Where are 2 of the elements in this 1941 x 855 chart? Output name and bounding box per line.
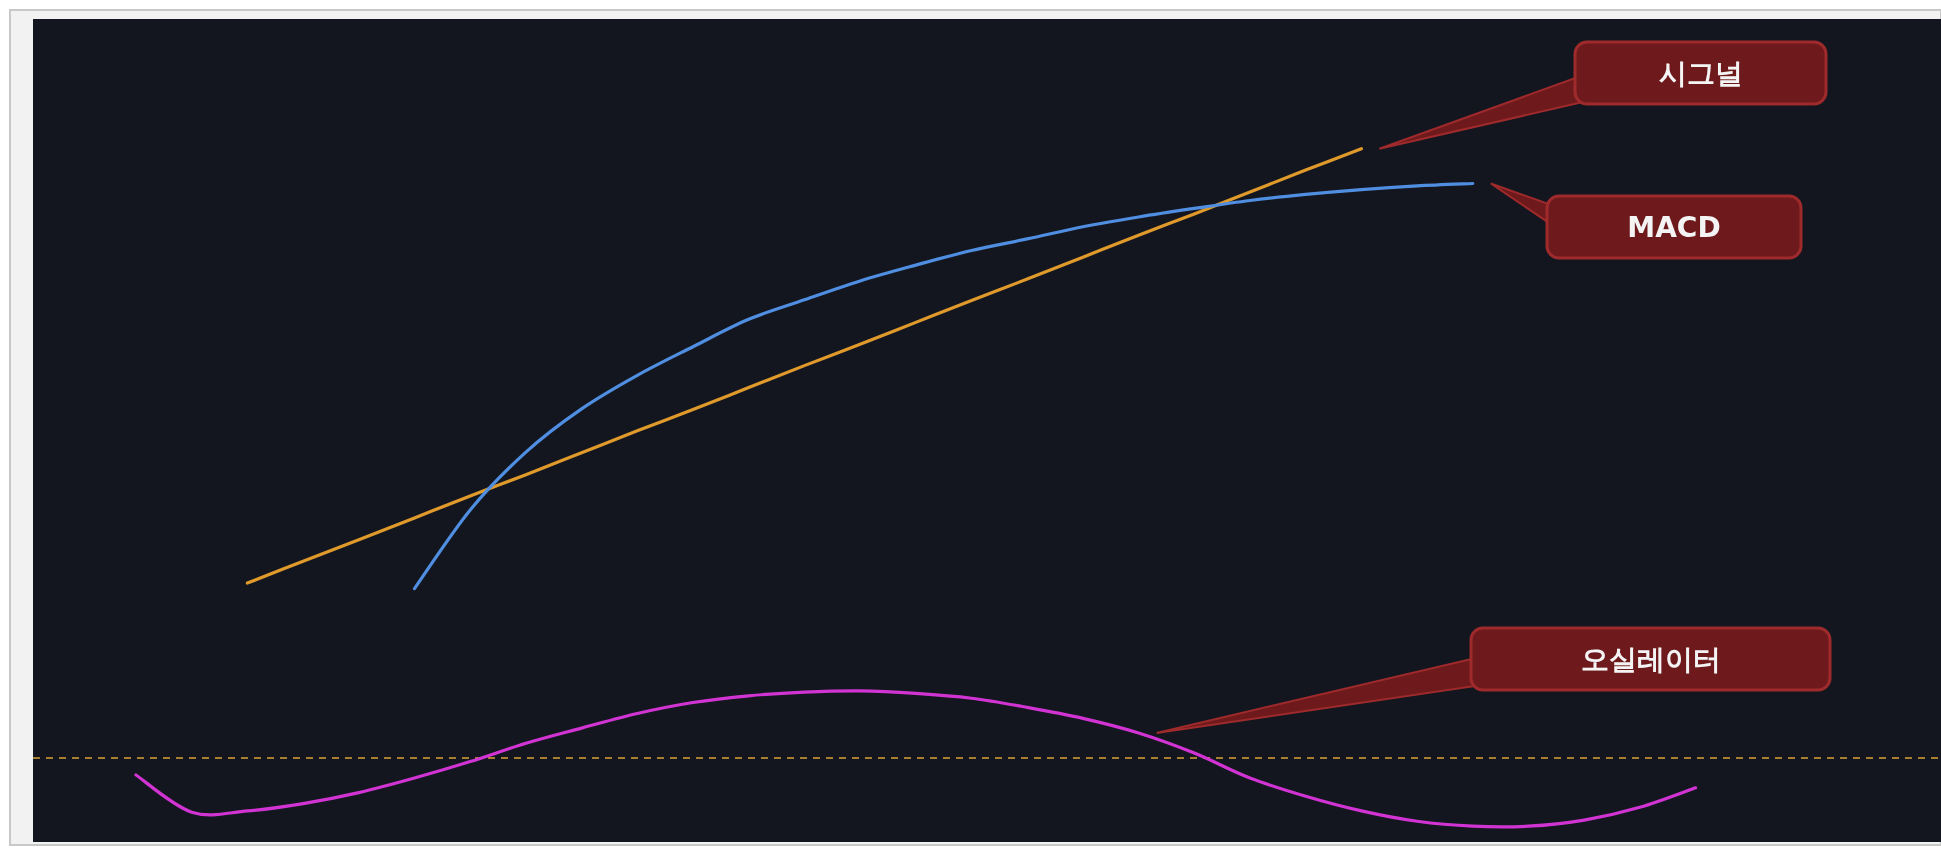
- annotation: 오실레이터: [1580, 643, 1721, 676]
- annotation: MACD: [1627, 211, 1721, 244]
